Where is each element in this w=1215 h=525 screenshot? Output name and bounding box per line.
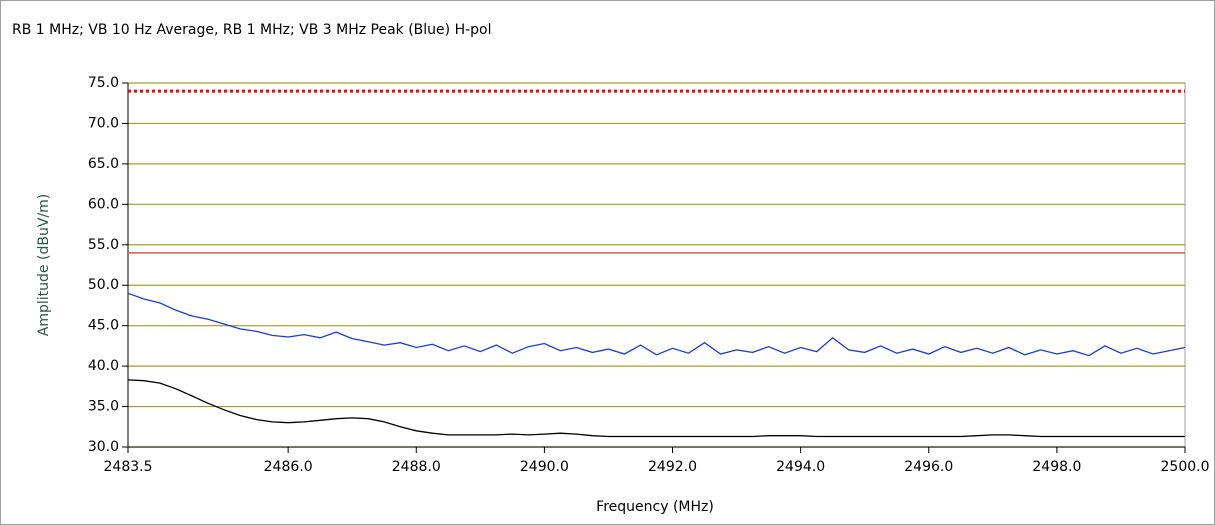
y-tick-label: 35.0 [88, 399, 119, 415]
chart-title: RB 1 MHz; VB 10 Hz Average, RB 1 MHz; VB… [12, 22, 492, 38]
x-tick-label: 2496.0 [904, 459, 953, 475]
x-axis-label: Frequency (MHz) [596, 499, 714, 515]
y-tick-label: 75.0 [88, 75, 119, 91]
y-tick-label: 55.0 [88, 237, 119, 253]
y-tick-label: 65.0 [88, 156, 119, 172]
x-tick-label: 2492.0 [648, 459, 697, 475]
y-tick-label: 45.0 [88, 318, 119, 334]
x-tick-label: 2490.0 [520, 459, 569, 475]
y-axis-label: Amplitude (dBuV/m) [36, 194, 52, 336]
y-tick-label: 40.0 [88, 358, 119, 374]
y-tick-label: 50.0 [88, 277, 119, 293]
plot-area [127, 82, 1186, 448]
x-tick-label: 2488.0 [392, 459, 441, 475]
x-tick-label: 2500.0 [1161, 459, 1210, 475]
x-tick-label: 2494.0 [776, 459, 825, 475]
series-line [127, 379, 1185, 438]
y-tick-label: 30.0 [88, 439, 119, 455]
series-line [127, 292, 1186, 357]
x-tick-label: 2483.5 [104, 459, 153, 475]
x-tick-label: 2498.0 [1032, 459, 1081, 475]
y-tick-label: 60.0 [88, 196, 119, 212]
y-tick-label: 70.0 [88, 115, 119, 131]
x-tick-label: 2486.0 [264, 459, 313, 475]
